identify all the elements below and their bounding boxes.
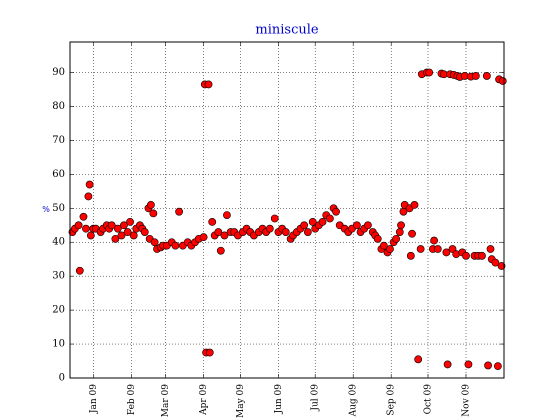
data-point (308, 217, 317, 226)
y-tick-label: 80 (52, 101, 65, 112)
data-point (484, 361, 492, 370)
data-point (410, 201, 419, 209)
data-point (214, 228, 223, 236)
data-point (442, 248, 451, 257)
y-tick-label: 50 (52, 203, 65, 214)
y-tick-label: 60 (52, 169, 65, 180)
grid (70, 42, 504, 379)
data-point (171, 241, 180, 250)
plot-frame (69, 41, 505, 379)
x-tick-label: Apr 09 (199, 384, 209, 416)
data-point (270, 214, 279, 223)
data-point (123, 228, 132, 236)
x-tick-label: Nov 09 (461, 384, 471, 417)
data-point (140, 228, 149, 236)
data-point (408, 229, 416, 238)
data-point (406, 251, 415, 260)
data-point (74, 221, 83, 230)
data-point (416, 245, 425, 253)
y-axis-label: % (42, 205, 50, 214)
data-point (205, 348, 214, 357)
x-tick-label: Sep 09 (387, 384, 397, 416)
data-point (395, 228, 404, 236)
data-point (126, 217, 134, 226)
data-point (85, 180, 94, 189)
data-point (147, 201, 155, 209)
data-point (392, 234, 401, 243)
data-point (462, 251, 470, 260)
y-tick-label: 40 (52, 237, 65, 248)
data-point (332, 207, 340, 216)
data-point (220, 231, 229, 240)
y-tick-label: 70 (52, 135, 65, 146)
points (68, 68, 507, 371)
y-tick-label: 30 (52, 271, 65, 282)
data-point (352, 221, 361, 230)
data-point (265, 224, 274, 233)
data-point (493, 362, 502, 371)
data-point (107, 221, 116, 230)
data-point (318, 217, 327, 226)
data-point (497, 262, 506, 270)
data-point (199, 233, 208, 242)
data-point (82, 224, 90, 233)
data-point (149, 209, 158, 218)
data-point (113, 224, 122, 233)
data-point (75, 266, 84, 275)
data-point (281, 228, 290, 236)
data-point (223, 211, 231, 219)
axes: 0 10 20 30 40 50 60 70 80 90 Jan 09 Feb 09 Mar 09 Apr… (52, 42, 504, 418)
data-point (464, 360, 473, 369)
x-tick-label: Jun 09 (274, 384, 284, 415)
chart-title: miniscule (255, 23, 318, 38)
x-tick-label: May 09 (236, 384, 246, 418)
data-point (373, 234, 382, 243)
data-point (498, 77, 507, 85)
data-point (430, 236, 439, 245)
data-point (326, 214, 334, 223)
data-point (471, 72, 480, 80)
data-point (364, 221, 372, 230)
x-tick-label: Aug 09 (349, 384, 359, 418)
data-point (84, 192, 93, 201)
data-point (175, 207, 184, 216)
data-point (111, 234, 120, 243)
y-tick-label: 10 (52, 339, 65, 350)
data-point (425, 68, 434, 77)
data-point (204, 80, 213, 89)
data-point (397, 221, 405, 230)
data-point (443, 360, 452, 369)
data-point (478, 251, 486, 260)
data-point (129, 231, 138, 240)
x-tick-label: Oct 09 (423, 384, 433, 415)
data-point (491, 258, 500, 267)
x-tick-label: Jul 09 (311, 384, 321, 412)
x-tick-label: Feb 09 (127, 384, 137, 415)
data-point (379, 241, 388, 250)
data-point (300, 221, 309, 230)
data-point (482, 72, 491, 80)
data-point (86, 231, 95, 240)
x-tick-label: Mar 09 (161, 384, 171, 417)
data-point (208, 217, 217, 226)
x-tick-label: Jan 09 (89, 384, 99, 414)
y-tick-label: 20 (52, 305, 65, 316)
y-tick-label: 0 (59, 373, 65, 384)
data-point (386, 245, 394, 253)
data-point (414, 355, 423, 364)
data-point (216, 246, 225, 255)
data-point (486, 245, 495, 253)
data-point (433, 245, 442, 253)
data-point (150, 238, 159, 247)
data-point (79, 212, 88, 221)
data-point (120, 221, 128, 230)
y-tick-label: 90 (52, 67, 65, 78)
data-point (117, 231, 126, 240)
data-point (303, 228, 312, 236)
